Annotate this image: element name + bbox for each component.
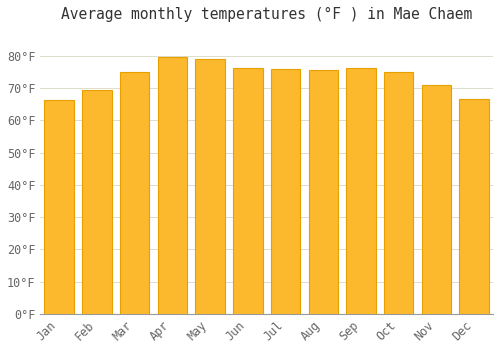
- Bar: [346, 69, 376, 314]
- Bar: [422, 85, 451, 314]
- Bar: [158, 56, 187, 314]
- Bar: [271, 69, 300, 314]
- Bar: [82, 90, 112, 314]
- Bar: [233, 68, 262, 314]
- Bar: [196, 59, 225, 314]
- Bar: [120, 72, 150, 314]
- Title: Average monthly temperatures (°F ) in Mae Chaem: Average monthly temperatures (°F ) in Ma…: [61, 7, 472, 22]
- Bar: [44, 100, 74, 314]
- Bar: [460, 99, 489, 314]
- Bar: [308, 70, 338, 314]
- Bar: [384, 72, 414, 314]
